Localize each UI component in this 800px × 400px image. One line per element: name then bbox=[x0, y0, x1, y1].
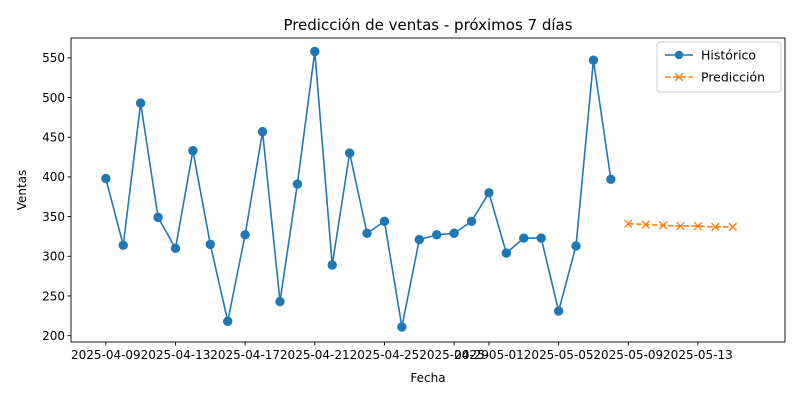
data-point bbox=[728, 222, 738, 232]
chart-title: Predicción de ventas - próximos 7 días bbox=[283, 16, 572, 34]
data-point bbox=[711, 222, 720, 232]
data-point bbox=[275, 296, 285, 307]
series-1 bbox=[623, 219, 738, 232]
data-point bbox=[379, 216, 390, 227]
data-point bbox=[240, 230, 250, 240]
x-tick-label: 2025-04-17 bbox=[210, 348, 280, 362]
y-tick-label: 400 bbox=[42, 170, 65, 184]
data-point bbox=[153, 212, 163, 223]
data-point bbox=[588, 55, 599, 65]
legend-entry-1: Predicción bbox=[665, 70, 765, 85]
x-tick-label: 2025-05-09 bbox=[593, 348, 663, 362]
data-point bbox=[414, 234, 424, 245]
y-tick-label: 300 bbox=[42, 250, 65, 264]
y-axis-title: Ventas bbox=[15, 170, 29, 211]
data-point bbox=[223, 316, 233, 327]
data-point bbox=[170, 243, 181, 254]
data-point bbox=[118, 240, 128, 250]
data-point bbox=[432, 230, 442, 240]
data-point bbox=[553, 306, 564, 316]
data-point bbox=[188, 146, 198, 156]
legend-label: Histórico bbox=[701, 48, 756, 63]
y-tick-label: 450 bbox=[42, 131, 65, 145]
series-layer bbox=[101, 46, 738, 332]
x-tick-label: 2025-04-29 bbox=[419, 348, 489, 362]
data-point bbox=[501, 248, 512, 258]
y-tick-label: 350 bbox=[42, 210, 65, 224]
x-tick-label: 2025-05-01 bbox=[454, 348, 524, 362]
data-point bbox=[484, 188, 494, 198]
data-point bbox=[449, 228, 459, 238]
y-tick-label: 550 bbox=[42, 51, 65, 65]
legend-entry-0: Histórico bbox=[665, 48, 756, 63]
data-point bbox=[519, 233, 529, 243]
legend: Histórico Predicción bbox=[656, 41, 782, 93]
data-point bbox=[257, 126, 268, 137]
data-point bbox=[101, 173, 111, 184]
data-point bbox=[397, 322, 407, 332]
data-point bbox=[606, 174, 616, 184]
data-point bbox=[641, 220, 650, 229]
data-point bbox=[693, 221, 703, 231]
x-tick-label: 2025-04-09 bbox=[71, 348, 141, 362]
x-axis-title: Fecha bbox=[410, 371, 445, 385]
legend-marker bbox=[674, 50, 684, 60]
series-0 bbox=[101, 46, 616, 332]
legend-label: Predicción bbox=[701, 70, 765, 85]
y-tick-label: 200 bbox=[42, 329, 65, 343]
x-tick-label: 2025-05-13 bbox=[663, 348, 733, 362]
x-tick-label: 2025-04-21 bbox=[280, 348, 350, 362]
data-point bbox=[571, 241, 581, 251]
data-point bbox=[658, 221, 668, 230]
data-point bbox=[466, 216, 477, 227]
data-point bbox=[623, 219, 633, 229]
data-point bbox=[536, 233, 546, 243]
x-tick-label: 2025-05-05 bbox=[524, 348, 594, 362]
data-point bbox=[310, 46, 320, 57]
data-point bbox=[292, 179, 303, 189]
data-point bbox=[327, 260, 337, 270]
x-tick-label: 2025-04-25 bbox=[350, 348, 420, 362]
y-tick-label: 250 bbox=[42, 289, 65, 303]
data-point bbox=[344, 148, 355, 158]
data-point bbox=[205, 239, 216, 250]
y-tick-label: 500 bbox=[42, 91, 65, 105]
data-point bbox=[135, 98, 146, 108]
data-point bbox=[362, 228, 372, 238]
x-tick-label: 2025-04-13 bbox=[141, 348, 211, 362]
legend-marker bbox=[674, 72, 684, 82]
axes-frame bbox=[70, 37, 786, 343]
data-point bbox=[676, 221, 685, 231]
